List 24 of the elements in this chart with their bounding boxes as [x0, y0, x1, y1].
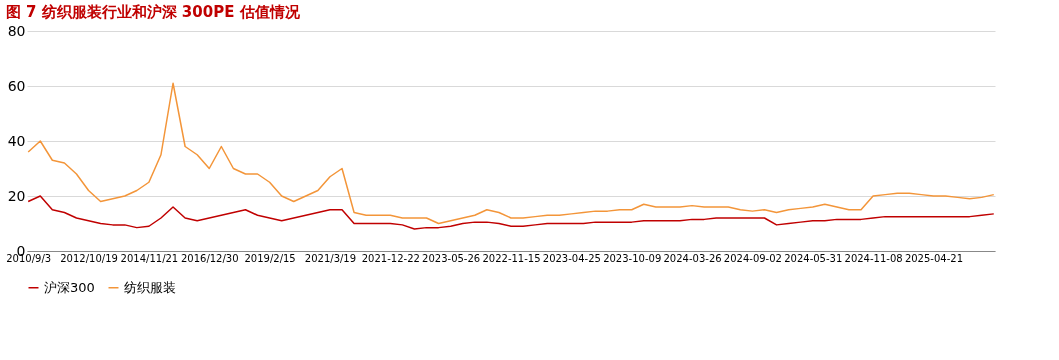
x-tick-label: 2023-04-25 [542, 252, 601, 264]
y-tick-label: 80 [7, 22, 26, 39]
chart-title: 图 7 纺织服装行业和沪深 300PE 估值情况 [5, 3, 301, 21]
x-tick-label: 2012/10/19 [60, 252, 118, 264]
y-tick-label: 20 [7, 187, 26, 204]
x-tick-label: 2024-05-31 [784, 252, 843, 264]
x-tick-label: 2021-12-22 [361, 252, 420, 264]
legend-label: 纺织服装 [124, 279, 176, 295]
x-tick-label: 2024-03-26 [663, 252, 722, 264]
x-tick-label: 2022-11-15 [482, 252, 541, 264]
x-tick-label: 2014/11/21 [120, 252, 179, 264]
x-tick-label: 2023-05-26 [422, 252, 481, 264]
x-tick-label: 2019/2/15 [244, 252, 296, 264]
legend-label: 沪深300 [44, 279, 95, 295]
x-tick-label: 2021/3/19 [304, 252, 357, 264]
x-tick-label: 2024-09-02 [723, 252, 782, 264]
x-tick-label: 2024-11-08 [844, 252, 903, 264]
y-tick-label: 40 [7, 132, 26, 149]
x-tick-label: 2025-04-21 [904, 252, 964, 264]
x-tick-label: 2016/12/30 [180, 252, 239, 264]
line-series [27, 195, 995, 230]
x-tick-label: 2023-10-09 [603, 252, 662, 264]
line-series [27, 82, 995, 225]
y-tick-label: 60 [7, 77, 26, 94]
